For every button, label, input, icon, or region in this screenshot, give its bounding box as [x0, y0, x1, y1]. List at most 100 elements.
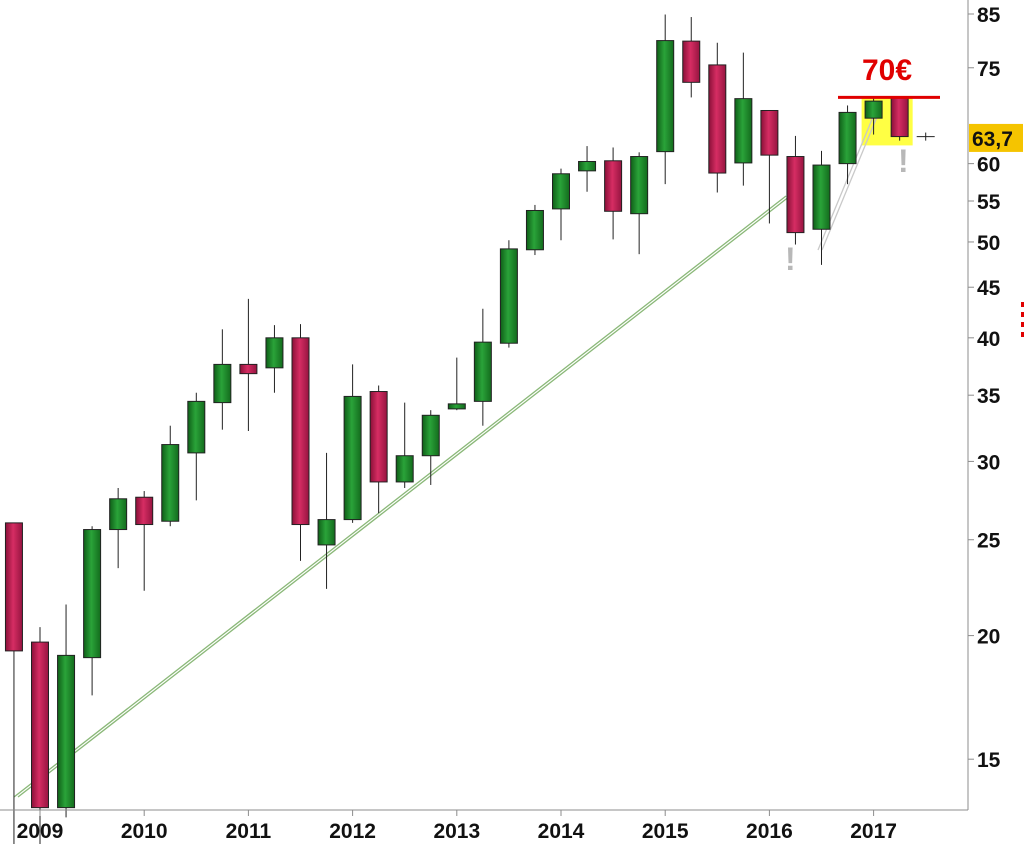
- candle-2015-07: [708, 42, 727, 193]
- candle-2013-04: [473, 308, 492, 426]
- candle-2011-01: [239, 298, 258, 432]
- candle-body-up: [499, 248, 518, 344]
- short-term-uptrend-line-pair: [821, 111, 880, 251]
- candle-2016-04: [786, 135, 805, 245]
- candle-body-up: [630, 156, 649, 215]
- candle-body-down: [682, 40, 701, 83]
- candle-2017-04: [890, 97, 909, 141]
- x-tick-label: 2009: [17, 820, 64, 843]
- candle-body-down: [760, 109, 779, 156]
- candle-2017-07: [916, 132, 935, 141]
- candle-body-up: [864, 100, 883, 119]
- overlay-layer: [838, 95, 1024, 337]
- candle-2014-07: [604, 147, 623, 240]
- y-tick-label: 85: [977, 4, 1001, 27]
- x-tick-label: 2015: [642, 820, 689, 843]
- candle-body-up: [552, 173, 570, 210]
- y-tick-label: 35: [977, 385, 1001, 408]
- x-tick-label: 2013: [433, 820, 480, 843]
- candle-body-up: [447, 403, 466, 410]
- candle-body-down: [890, 97, 909, 138]
- y-tick-label: 75: [977, 58, 1001, 81]
- edge-marker: [1021, 302, 1024, 307]
- candle-2012-07: [395, 402, 414, 488]
- edge-marker: [1021, 312, 1024, 317]
- edge-marker: [1021, 322, 1024, 327]
- candles-layer: [4, 14, 935, 844]
- candle-2016-01: [760, 109, 779, 224]
- long-term-uptrend-line: [13, 195, 787, 798]
- candle-body-down: [708, 64, 727, 174]
- candle-body-down: [135, 496, 154, 526]
- candle-2014-10: [630, 152, 649, 255]
- candle-2013-10: [525, 204, 544, 256]
- candle-body-down: [4, 522, 23, 652]
- candle-body-up: [395, 455, 414, 483]
- x-tick-label: 2016: [746, 820, 793, 843]
- y-tick-label: 20: [977, 626, 1000, 649]
- candle-2012-10: [421, 410, 440, 485]
- candle-2009-10: [109, 487, 128, 569]
- candle-body-up: [812, 164, 831, 230]
- x-tick-label: 2017: [850, 820, 897, 843]
- y-tick-label: 15: [977, 749, 1001, 772]
- candle-body-up: [187, 400, 206, 454]
- candle-2009-04: [57, 604, 76, 818]
- candle-body-up: [109, 498, 128, 531]
- candle-2016-07: [812, 150, 831, 265]
- x-tick-label: 2011: [226, 820, 272, 843]
- edge-marker: [1021, 332, 1024, 337]
- y-tick-label: 60: [977, 154, 1000, 177]
- candle-2009-07: [83, 526, 102, 696]
- annotations: ! !: [785, 143, 909, 277]
- y-tick-label: 30: [977, 451, 1000, 474]
- candle-body-down: [369, 391, 388, 483]
- candle-2015-04: [682, 17, 701, 98]
- y-tick-label: 25: [977, 530, 1001, 553]
- x-tick-label: 2014: [538, 820, 585, 843]
- candle-2017-01: [864, 98, 883, 135]
- candle-body-up: [343, 395, 362, 521]
- candle-2014-01: [552, 168, 570, 241]
- candle-body-up: [473, 341, 492, 402]
- candle-2012-04: [369, 385, 388, 514]
- resistance-annotation: 70€: [862, 54, 912, 87]
- candle-body-up: [161, 444, 180, 522]
- candle-body-up: [265, 337, 284, 369]
- candle-2014-04: [578, 146, 597, 192]
- candle-body-down: [239, 363, 258, 375]
- candle-body-down: [604, 160, 623, 212]
- y-tick-label: 40: [977, 328, 1000, 351]
- candle-body-up: [213, 363, 232, 404]
- trendlines-layer: [13, 111, 880, 798]
- candle-body-up: [83, 529, 102, 659]
- candle-body-up: [838, 111, 857, 165]
- candle-body-up: [578, 160, 597, 172]
- candle-2016-10: [838, 105, 857, 185]
- y-axis: 85 75 60 55 50 45 40 35 30 25 20 15: [968, 4, 1001, 772]
- candle-2010-04: [161, 425, 180, 527]
- x-tick-label: 2012: [329, 820, 376, 843]
- candle-2011-04: [265, 325, 284, 393]
- candle-2008-10: [4, 522, 23, 844]
- x-tick-label: 2010: [121, 820, 168, 843]
- candle-body-up: [525, 209, 544, 251]
- candle-2013-01: [447, 357, 466, 411]
- candle-body-down: [291, 337, 310, 526]
- candle-2015-10: [734, 52, 753, 186]
- last-price-tag: 63,7: [969, 123, 1023, 152]
- candle-body-up: [656, 40, 675, 153]
- candle-2015-01: [656, 14, 675, 185]
- candle-2010-10: [213, 329, 232, 430]
- warning-mark-2017: !: [898, 143, 909, 179]
- candle-2011-07: [291, 324, 310, 561]
- candle-2013-07: [499, 240, 518, 348]
- resistance-label: 70€: [862, 54, 912, 87]
- last-price-tag-label: 63,7: [972, 128, 1013, 151]
- candle-body-up: [421, 414, 440, 457]
- x-axis: 2009 2010 2011 2012 2013 2014 2015 2016 2017: [17, 810, 897, 843]
- y-tick-label: 45: [977, 277, 1001, 300]
- candle-2009-01: [31, 627, 49, 844]
- candle-body-down: [31, 641, 49, 809]
